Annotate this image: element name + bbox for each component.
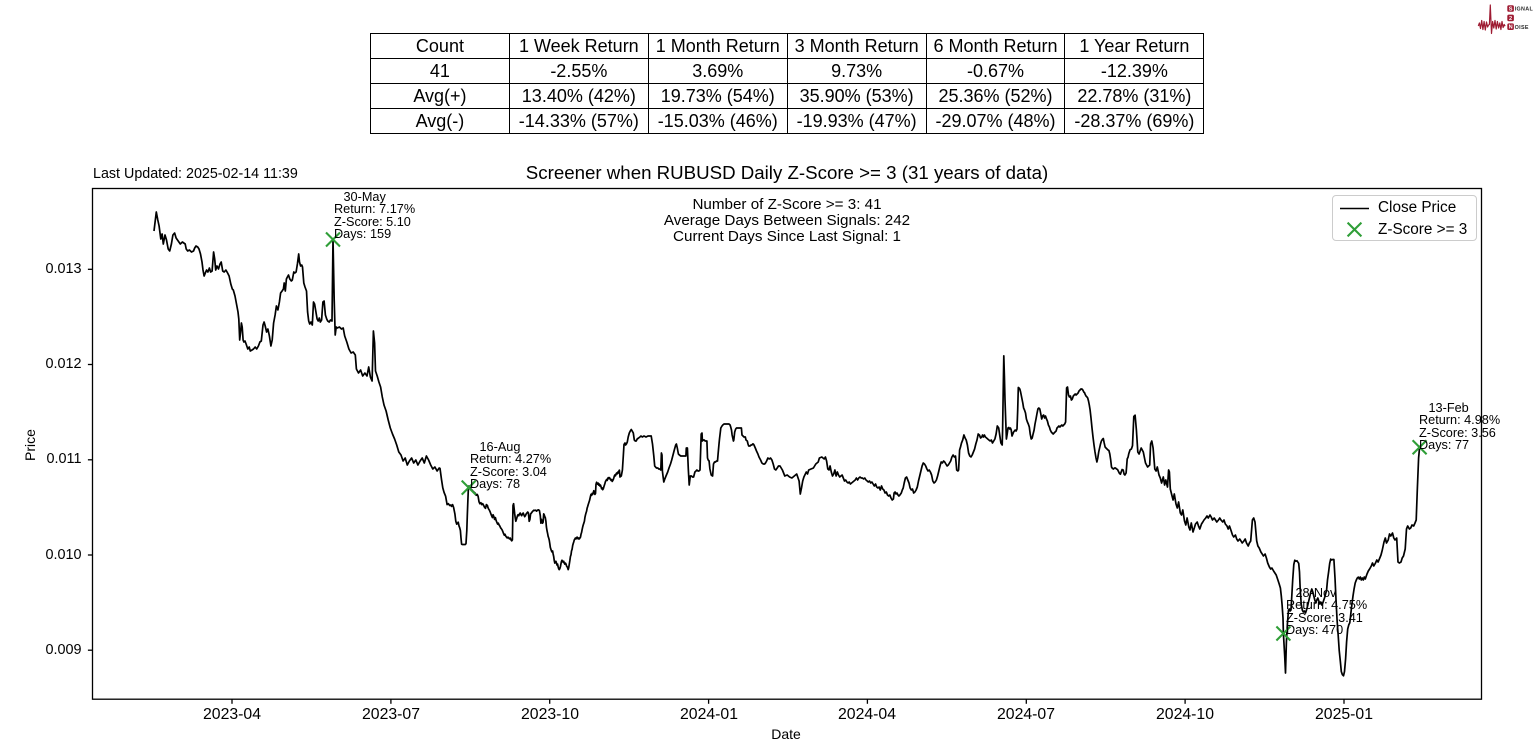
svg-text:S: S (1509, 6, 1513, 12)
svg-text:OISE: OISE (1515, 25, 1529, 31)
svg-text:IGNAL: IGNAL (1515, 7, 1534, 13)
svg-text:2: 2 (1509, 16, 1512, 22)
svg-text:N: N (1509, 25, 1513, 31)
